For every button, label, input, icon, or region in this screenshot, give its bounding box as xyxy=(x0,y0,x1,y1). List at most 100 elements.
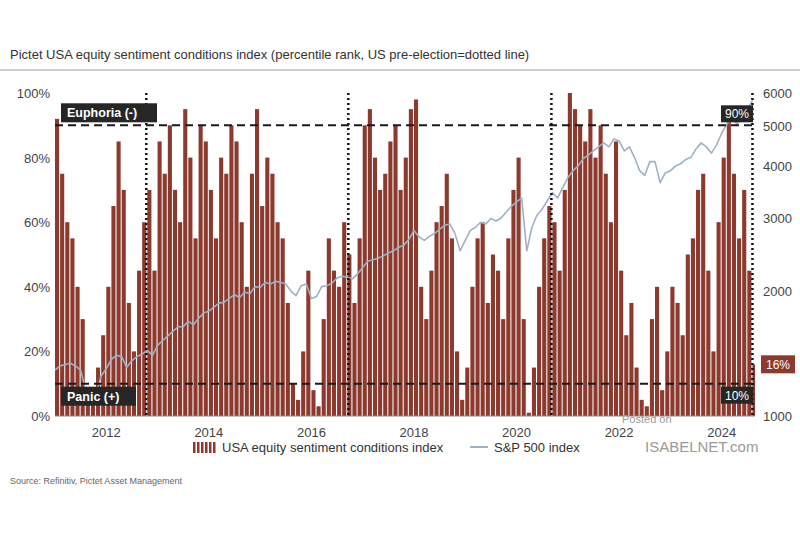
y-tick-label: 60% xyxy=(24,215,50,230)
bar xyxy=(440,206,444,416)
bar xyxy=(552,222,556,416)
bar xyxy=(593,158,597,416)
bar xyxy=(137,271,141,416)
bar xyxy=(168,125,172,416)
bar xyxy=(732,174,736,416)
bar xyxy=(686,255,690,417)
bar xyxy=(317,406,321,416)
bar xyxy=(681,335,685,416)
bar xyxy=(629,303,633,416)
bar xyxy=(337,287,341,416)
bar xyxy=(568,93,572,416)
bar xyxy=(717,222,721,416)
bar xyxy=(501,319,505,416)
bar xyxy=(614,141,618,416)
bar xyxy=(445,174,449,416)
bar xyxy=(270,174,274,416)
bar xyxy=(332,271,336,416)
x-tick-label: 2012 xyxy=(92,425,121,440)
bar xyxy=(399,190,403,416)
bar xyxy=(311,390,315,416)
bar xyxy=(255,109,259,416)
bar xyxy=(219,158,223,416)
election-line xyxy=(347,93,350,416)
bar xyxy=(419,287,423,416)
bar xyxy=(676,303,680,416)
bar xyxy=(322,319,326,416)
watermark: Posted on xyxy=(622,413,672,425)
bar xyxy=(691,238,695,416)
bar xyxy=(670,287,674,416)
bar xyxy=(393,125,397,416)
bar xyxy=(265,158,269,416)
reference-label-box xyxy=(721,105,753,122)
y-tick-label: 20% xyxy=(24,344,50,359)
reference-line xyxy=(55,383,755,385)
last-value-box xyxy=(761,355,795,373)
legend-swatch xyxy=(205,442,208,453)
bar xyxy=(158,141,162,416)
bar xyxy=(424,319,428,416)
bar xyxy=(291,384,295,416)
bar xyxy=(178,222,182,416)
sp500-line xyxy=(55,101,752,394)
source: Source: Refinitiv, Pictet Asset Manageme… xyxy=(10,476,182,486)
bar xyxy=(470,287,474,416)
title: Pictet USA equity sentiment conditions i… xyxy=(10,47,529,62)
bar xyxy=(486,303,490,416)
y2-tick-label: 2000 xyxy=(763,284,792,299)
bar xyxy=(532,368,536,416)
bar xyxy=(117,141,121,416)
bar xyxy=(209,190,213,416)
bar xyxy=(429,271,433,416)
bar xyxy=(240,222,244,416)
y2-tick-label: 1000 xyxy=(763,409,792,424)
legend: USA equity sentiment conditions index S&P… xyxy=(193,440,580,455)
x-tick-label: 2022 xyxy=(605,425,634,440)
reference-label: 10% xyxy=(725,389,749,403)
legend-label: USA equity sentiment conditions index xyxy=(222,440,444,455)
watermark: ISABELNET.com xyxy=(645,438,758,455)
x-tick-label: 2020 xyxy=(502,425,531,440)
bar xyxy=(60,174,64,416)
legend-label: S&P 500 index xyxy=(494,440,580,455)
bar xyxy=(537,287,541,416)
bar xyxy=(696,190,700,416)
bar xyxy=(706,271,710,416)
bar xyxy=(414,99,418,416)
bar xyxy=(193,238,197,416)
bar xyxy=(496,271,500,416)
note-box xyxy=(61,103,157,122)
bar xyxy=(476,238,480,416)
y-tick-label: 40% xyxy=(24,280,50,295)
bar xyxy=(599,125,603,416)
bars xyxy=(55,93,755,416)
legend-swatch xyxy=(201,442,204,453)
bar xyxy=(204,141,208,416)
x-tick-label: 2018 xyxy=(400,425,429,440)
bar xyxy=(122,190,126,416)
reference-label-box xyxy=(721,387,753,404)
bar xyxy=(481,222,485,416)
bar xyxy=(224,174,228,416)
bar xyxy=(358,238,362,416)
bar xyxy=(742,190,746,416)
legend-swatch xyxy=(193,442,196,453)
bar xyxy=(55,119,59,416)
bar xyxy=(460,400,464,416)
bar xyxy=(276,222,280,416)
bar xyxy=(491,255,495,417)
bar xyxy=(650,319,654,416)
bar xyxy=(281,238,285,416)
chart: Pictet USA equity sentiment conditions i… xyxy=(0,0,800,537)
bar xyxy=(578,125,582,416)
reference-label: 90% xyxy=(725,107,749,121)
last-value-label: 16% xyxy=(766,358,790,372)
bar xyxy=(517,158,521,416)
bar xyxy=(199,125,203,416)
bar xyxy=(558,271,562,416)
line-group xyxy=(55,93,752,416)
bar xyxy=(727,109,731,416)
bar xyxy=(173,190,177,416)
legend-swatch xyxy=(213,442,216,453)
